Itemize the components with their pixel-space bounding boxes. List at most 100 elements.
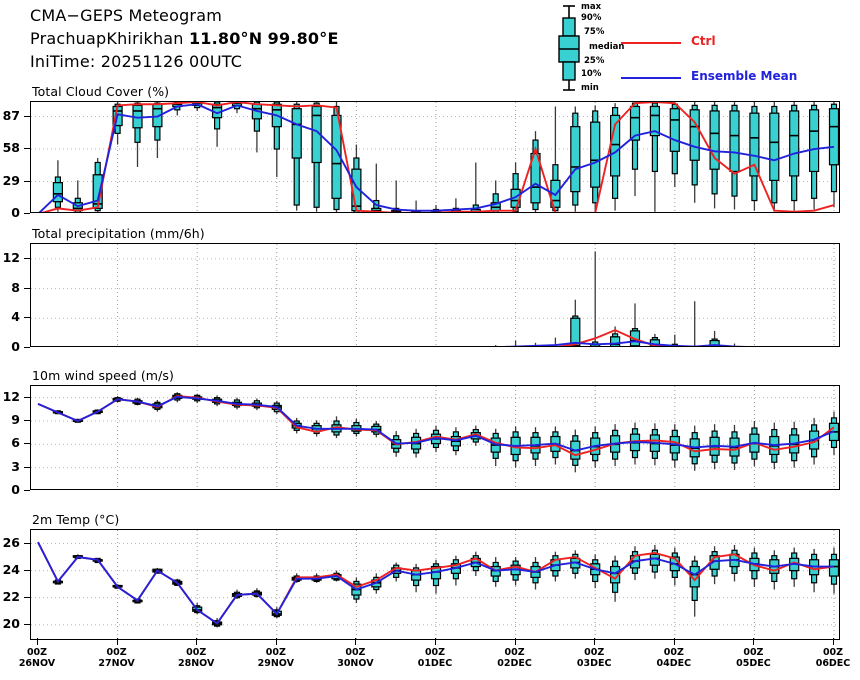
series-total-cloud-cover-ensemble-mean [38,103,835,212]
xtick-label-27NOV: 00Z 27NOV [83,647,151,669]
panel-title-total-precipitation: Total precipitation (mm/6h) [32,226,205,241]
boxplot-temp-2m-39 [808,548,820,593]
xtick-hour: 00Z [822,647,844,658]
boxplot-total-precipitation-33 [691,301,698,346]
series-total-cloud-cover-ctrl [41,102,835,212]
boxplot-total-cloud-cover-26 [550,106,561,212]
ytick-label-temp-2m-0: 20 [2,615,20,631]
series-temp-2m-ensemble-mean [37,541,834,625]
longitude: 99.80°E [267,29,339,48]
boxplot-total-cloud-cover-30 [629,102,641,197]
boxplot-total-cloud-cover-2 [72,180,83,212]
boxplot-total-precipitation-34 [709,330,720,346]
boxplot-temp-2m-33 [689,555,700,617]
legend-label-median: median [589,42,625,52]
boxplot-total-cloud-cover-35 [729,102,740,210]
xtick-label-04DEC: 00Z 04DEC [640,647,708,669]
boxplot-wind-speed-10m-23 [490,428,501,467]
ytick-mark [24,569,30,571]
ytick-mark [24,420,30,421]
boxplot-temp-2m-21 [450,555,461,586]
boxplot-temp-2m-36 [749,547,760,587]
legend-mean-line [621,77,681,79]
ytick-mark [24,623,30,625]
boxplot-temp-2m-28 [590,554,601,589]
xtick-day: 05DEC [736,658,771,669]
boxplot-total-cloud-cover-25 [530,131,541,212]
legend-label-max: max [581,2,602,12]
xtick-day: 28NOV [178,658,215,669]
ytick-label-temp-2m-3: 26 [2,534,20,550]
boxplot-total-cloud-cover-34 [709,102,720,209]
legend-label-p75: 75% [584,27,605,37]
ytick-label-total-precipitation-0: 0 [11,339,20,354]
boxplot-total-cloud-cover-1 [52,160,63,212]
xtick-mark-10 [833,638,834,645]
ytick-mark [24,115,30,117]
xtick-day: 06DEC [815,658,851,669]
ytick-mark [24,443,30,445]
plot-area-temp-2m [30,529,840,640]
ytick-mark [24,257,30,259]
plot-svg-total-precipitation [31,244,839,346]
ytick-label-wind-speed-10m-3: 9 [11,412,20,427]
xtick-mark-8 [673,638,675,645]
xtick-hour: 00Z [424,647,446,658]
boxplot-total-cloud-cover-33 [689,102,700,203]
xtick-hour: 00Z [106,647,127,658]
ytick-label-total-cloud-cover-3: 87 [2,107,20,123]
station-name: PrachuapKhirikhan [30,29,184,48]
xtick-hour: 00Z [663,647,684,658]
legend-ctrl-line [621,42,681,44]
boxplot-temp-2m-20 [430,559,442,594]
plot-svg-temp-2m [31,530,839,639]
boxplot-temp-2m-23 [490,557,501,587]
xtick-label-29NOV: 00Z 29NOV [242,647,310,669]
ytick-label-temp-2m-2: 24 [2,561,20,577]
boxplot-total-precipitation-24 [514,340,517,346]
boxplot-total-cloud-cover-37 [769,102,780,212]
xtick-mark-3 [275,638,277,645]
legend-label-p25: 25% [584,56,605,66]
xtick-hour: 00Z [743,647,764,658]
ytick-label-temp-2m-1: 22 [2,588,20,604]
xtick-mark-1 [116,638,118,645]
xtick-label-30NOV: 00Z 30NOV [321,647,389,669]
ytick-mark [24,596,30,598]
boxplot-temp-2m-34 [709,546,720,585]
xtick-mark-2 [196,638,198,645]
ytick-label-total-cloud-cover-2: 58 [2,140,20,156]
panel-title-temp-2m: 2m Temp (°C) [32,512,120,527]
xtick-mark-6 [514,638,516,645]
ytick-label-wind-speed-10m-1: 3 [11,458,20,474]
ytick-mark [24,317,30,319]
ytick-label-wind-speed-10m-4: 12 [2,388,20,404]
legend-ctrl-label: Ctrl [691,34,716,48]
boxplot-total-precipitation-35 [733,343,736,346]
xtick-day: 04DEC [656,658,692,669]
xtick-hour: 00Z [345,647,366,658]
boxplot-total-cloud-cover-27 [570,106,581,212]
series-wind-speed-10m-ensemble-mean [37,395,835,452]
ytick-mark [24,542,30,544]
legend-label-p10: 10% [581,69,602,79]
boxplot-total-cloud-cover-23 [490,180,501,212]
page-title: CMA−GEPS Meteogram [30,6,223,25]
boxplot-temp-2m-35 [729,544,740,582]
xtick-label-01DEC: 00Z 01DEC [401,647,469,669]
ytick-mark [24,287,30,289]
plot-area-total-cloud-cover [30,101,840,213]
boxplot-total-precipitation-26 [552,337,559,346]
ytick-label-wind-speed-10m-2: 6 [11,435,20,451]
boxplot-total-cloud-cover-40 [828,102,839,208]
ytick-mark [24,347,30,348]
boxplot-total-cloud-cover-21 [450,198,461,212]
plot-svg-wind-speed-10m [31,386,839,489]
boxplot-wind-speed-10m-25 [530,427,541,467]
xtick-day: 03DEC [576,658,612,669]
boxplot-temp-2m-25 [530,557,541,590]
boxplot-total-cloud-cover-39 [808,102,820,210]
boxplot-wind-speed-10m-32 [669,424,680,468]
ytick-mark [24,213,30,214]
xtick-day: 30NOV [337,658,374,669]
